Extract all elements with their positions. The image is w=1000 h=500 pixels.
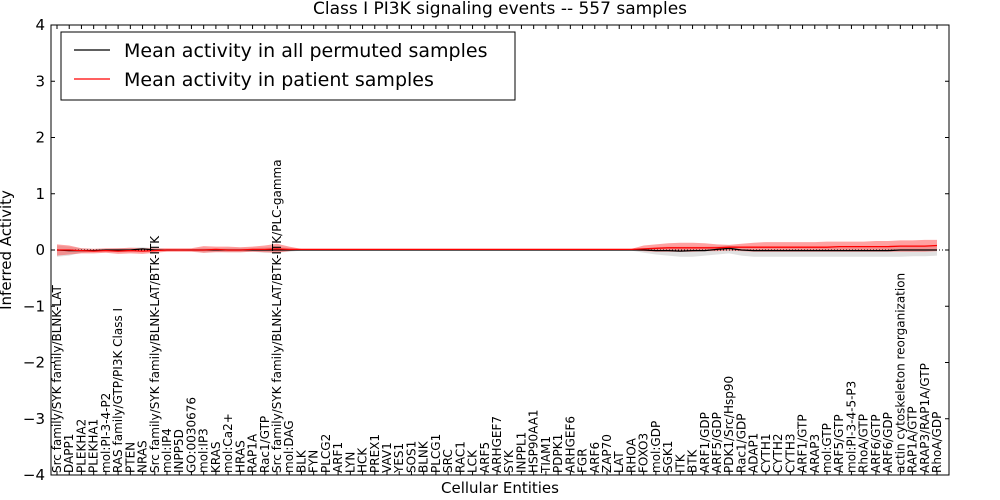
- x-tick-label: SYK: [502, 449, 516, 473]
- plot-area: −4 −3 −2 −1 0 1 2 3 4 Src family/SYK family/BLNK-…: [23, 16, 950, 484]
- x-tick-label: HRAS: [233, 440, 247, 473]
- x-tick-label: ARAP3: [808, 434, 822, 473]
- y-tick-label: 1: [35, 185, 45, 203]
- x-tick-label: mol:IP3: [197, 428, 211, 473]
- x-tick-label: LYN: [343, 452, 357, 473]
- x-tick-label: RhoA/GTP: [857, 414, 871, 473]
- x-tick-label: ARHGEF7: [490, 416, 504, 473]
- x-tick-label: PREX1: [368, 434, 382, 473]
- x-axis-label: Cellular Entities: [441, 479, 559, 497]
- x-tick-label: SOS1: [404, 441, 418, 473]
- legend-label-permuted: Mean activity in all permuted samples: [124, 40, 487, 62]
- x-tick-label: mol:PI-3-4-P2: [99, 393, 113, 473]
- x-tick-label: ARF5/GTP: [832, 414, 846, 473]
- x-tick-label: Rac1/GDP: [734, 414, 748, 473]
- x-tick-label: HCK: [356, 447, 370, 473]
- x-tick-label: PLCG2: [319, 434, 333, 473]
- y-tick-label: 0: [35, 241, 45, 259]
- x-tick-label: PDPK1: [551, 434, 565, 473]
- x-tick-label: ARF5: [478, 442, 492, 473]
- x-tick-label: FGR: [576, 448, 590, 473]
- x-tick-label: GO:0030676: [184, 397, 198, 473]
- x-tick-label: PLEKHA1: [87, 419, 101, 473]
- x-tick-label: LCK: [466, 449, 480, 473]
- x-tick-label: YES1: [392, 443, 406, 474]
- x-tick-label: Src family/SYK family/BLNK-LAT: [50, 284, 64, 473]
- x-tick-label: INPP5D: [172, 429, 186, 473]
- legend-label-patient: Mean activity in patient samples: [124, 69, 434, 91]
- y-tick-label: 2: [35, 129, 45, 147]
- x-tick-label: ARF1: [331, 442, 345, 473]
- x-tick-label: RAP1A: [246, 433, 260, 473]
- x-tick-label: ARAP3/RAP1A/GTP: [918, 363, 932, 473]
- x-tick-label: RAC1: [453, 441, 467, 473]
- x-tick-label: TIAM1: [539, 436, 553, 474]
- x-tick-label: mol:DAG: [282, 420, 296, 473]
- y-tick-label: 4: [35, 16, 45, 34]
- y-tick-label: 3: [35, 72, 45, 90]
- x-tick-label: DAPP1: [62, 434, 76, 473]
- x-tick-label: PLEKHA2: [74, 419, 88, 473]
- x-tick-label: RHOA: [624, 437, 638, 473]
- x-tick-label: HSP90AA1: [527, 409, 541, 473]
- band-patient: [57, 239, 937, 256]
- x-tick-label: ARF1/GTP: [796, 414, 810, 473]
- x-tick-label: CYTH2: [771, 434, 785, 474]
- x-tick-label: Src family/SYK family/BLNK-LAT/BTK-ITK/P…: [270, 159, 284, 473]
- x-tick-label: PDK1/Src/Hsp90: [722, 376, 736, 473]
- x-tick-label: mol:GDP: [649, 421, 663, 473]
- x-tick-label: ZAP70: [600, 434, 614, 473]
- chart-title: Class I PI3K signaling events -- 557 sam…: [313, 0, 687, 19]
- y-tick-label: −2: [23, 354, 45, 372]
- x-tick-label: ARF6/GDP: [881, 412, 895, 473]
- x-tick-label: FYN: [307, 450, 321, 473]
- series-line-patient: [57, 244, 938, 252]
- x-tick-label: NRAS: [136, 440, 150, 473]
- x-tick-label: ARF6/GTP: [869, 414, 883, 473]
- x-tick-label: mol:GTP: [820, 423, 834, 473]
- x-tick-label: RhoA/GDP: [930, 412, 944, 473]
- x-tick-label: SGK1: [661, 441, 675, 473]
- x-tick-label: mol:IP4: [160, 428, 174, 473]
- x-tick-label: PTEN: [123, 442, 137, 473]
- legend-frame: [60, 31, 516, 101]
- x-tick-label: Rac1/GTP: [258, 416, 272, 473]
- x-tick-label: ITK: [673, 453, 687, 473]
- x-tick-label: ADAP1: [747, 433, 761, 473]
- x-tick-label: KRAS: [209, 441, 223, 473]
- x-tick-label: INPPL1: [514, 432, 528, 473]
- y-tick-label: −4: [23, 466, 45, 484]
- x-tick-label: VAV1: [380, 442, 394, 473]
- x-tick-label: SRC: [441, 449, 455, 473]
- x-tick-label: mol:Ca2+: [221, 413, 235, 473]
- x-tick-label: PLCG1: [429, 434, 443, 473]
- x-tick-label: actin cytoskeleton reorganization: [893, 273, 907, 473]
- y-tick-label: −1: [23, 297, 45, 315]
- x-tick-label: BLNK: [417, 440, 431, 473]
- x-tick-label: ARF1/GDP: [698, 412, 712, 473]
- x-tick-label: Src family/SYK family/BLNK-LAT/BTK-ITK: [148, 235, 162, 473]
- x-tick-label: FOXO3: [637, 433, 651, 473]
- x-tick-label: ARHGEF6: [563, 416, 577, 473]
- x-tick-label: LAT: [612, 451, 626, 473]
- y-tick-label: −3: [23, 410, 45, 428]
- x-tick-label: RAS family/GTP/PI3K Class I: [111, 308, 125, 473]
- x-tick-label: ARF6: [588, 442, 602, 473]
- x-tick-label: CYTH3: [783, 434, 797, 474]
- y-axis-label: Inferred Activity: [0, 190, 15, 310]
- x-tick-label: mol:PI-3-4-5-P3: [844, 381, 858, 473]
- legend: Mean activity in all permuted samples Me…: [60, 31, 516, 101]
- x-tick-label: RAP1A/GTP: [906, 406, 920, 473]
- x-tick-label: BLK: [294, 449, 308, 473]
- x-tick-label: CYTH1: [759, 434, 773, 474]
- x-tick-label: BTK: [686, 448, 700, 473]
- x-tick-label: ARF5/GDP: [710, 412, 724, 473]
